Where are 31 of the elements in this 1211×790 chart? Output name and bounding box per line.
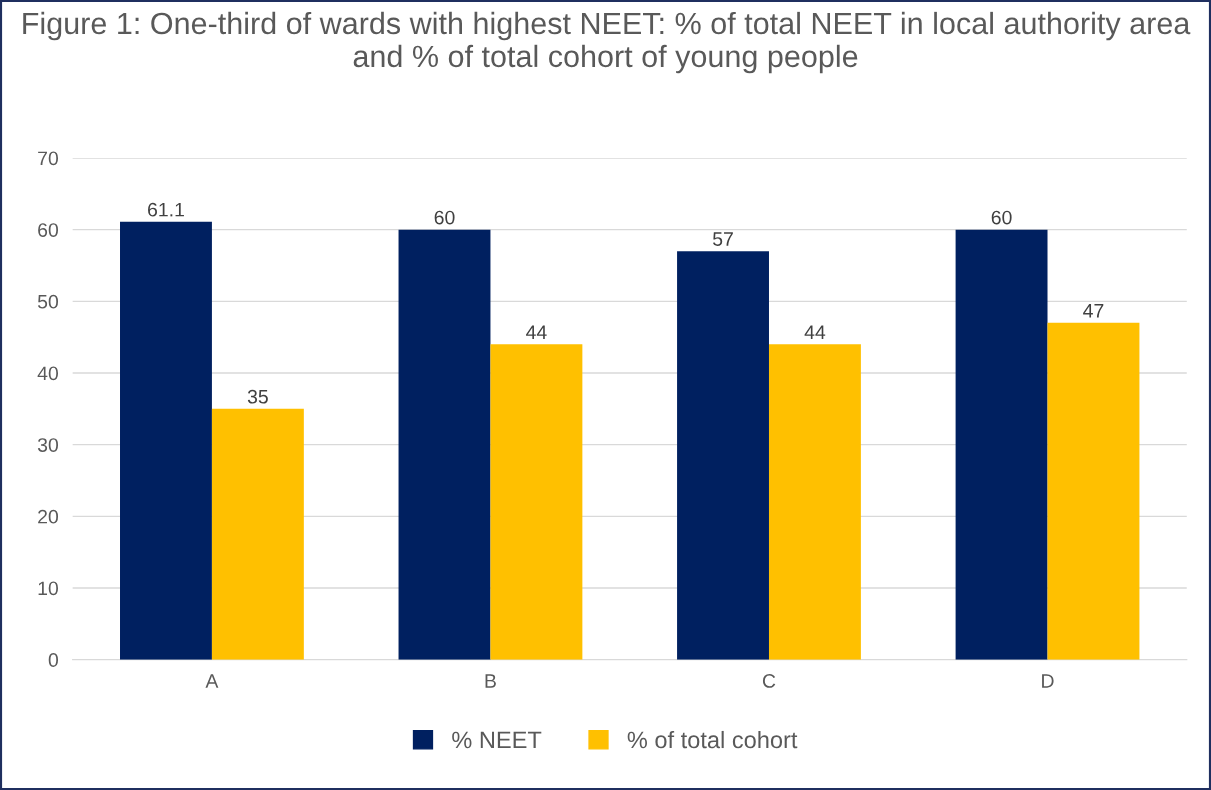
x-tick-label: A <box>205 674 219 688</box>
data-label: 57 <box>712 232 733 246</box>
data-label: 35 <box>247 389 268 404</box>
bar <box>120 221 212 660</box>
y-tick-label: 0 <box>48 653 59 667</box>
bar <box>211 408 304 660</box>
x-tick-label: D <box>1042 674 1054 688</box>
y-tick-label: 50 <box>37 294 59 309</box>
data-label: 44 <box>526 325 547 339</box>
bar <box>490 344 583 660</box>
data-label: 44 <box>804 325 826 339</box>
y-tick-label: 20 <box>38 509 59 524</box>
data-label: 60 <box>434 210 455 225</box>
bar <box>955 229 1048 660</box>
y-tick-label: 10 <box>38 581 59 596</box>
bar <box>398 229 491 660</box>
bar <box>1047 322 1140 660</box>
bar <box>677 251 769 660</box>
y-tick-label: 40 <box>37 366 59 381</box>
y-tick-label: 70 <box>38 151 59 166</box>
y-tick-label: 30 <box>37 438 59 452</box>
legend-label: % of total cohort <box>627 730 798 749</box>
chart-title: Figure 1: One-third of wards with highest NEET: % of total NEET in local authority area and % of total cohort of young people <box>23 11 1191 74</box>
data-label: 47 <box>1083 304 1104 318</box>
y-tick-label: 60 <box>38 223 59 237</box>
data-label: 60 <box>991 210 1012 225</box>
bar <box>768 344 861 660</box>
x-tick-label: C <box>762 674 776 688</box>
legend-label: % NEET <box>452 731 542 749</box>
x-tick-label: B <box>485 674 496 688</box>
data-label: 61.1 <box>148 202 184 217</box>
